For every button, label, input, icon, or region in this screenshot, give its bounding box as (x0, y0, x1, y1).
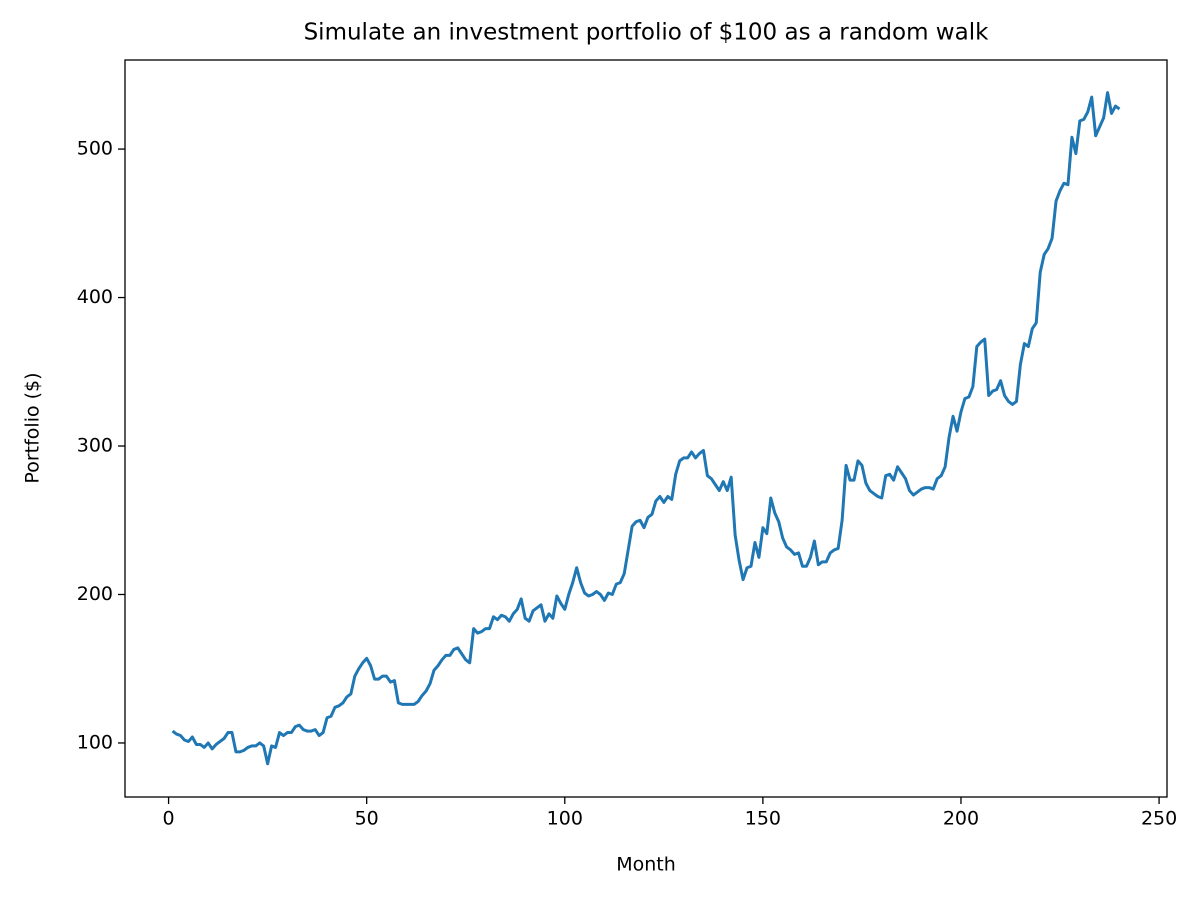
y-tick-label: 400 (77, 286, 113, 308)
y-tick-label: 300 (77, 435, 113, 457)
x-tick-label: 250 (1141, 808, 1177, 830)
y-axis-label: Portfolio ($) (22, 372, 44, 483)
y-tick-label: 200 (77, 583, 113, 605)
x-tick-label: 50 (355, 808, 379, 830)
chart-title: Simulate an investment portfolio of $100… (304, 20, 990, 46)
x-tick-label: 100 (547, 808, 583, 830)
y-tick-label: 500 (77, 138, 113, 160)
x-tick-label: 150 (745, 808, 781, 830)
x-tick-label: 200 (943, 808, 979, 830)
plot-frame (124, 59, 1168, 798)
x-axis-label: Month (616, 854, 676, 876)
data-line (171, 91, 1121, 766)
y-tick-label: 100 (77, 731, 113, 753)
x-tick-label: 0 (163, 808, 175, 830)
